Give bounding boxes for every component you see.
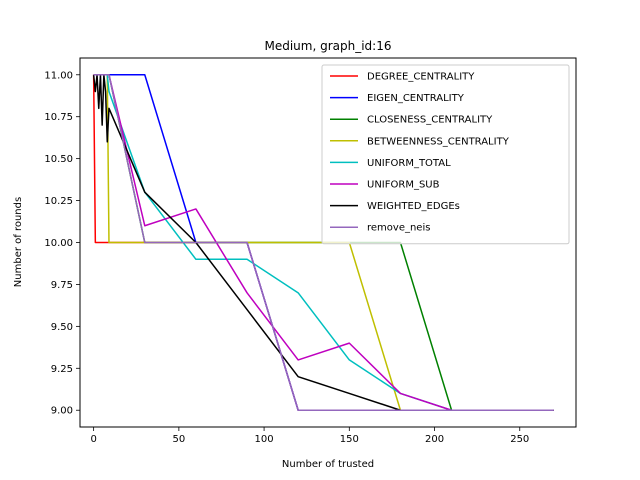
legend-label: BETWEENNESS_CENTRALITY — [367, 136, 510, 147]
y-tick-label: 9.50 — [51, 322, 73, 333]
legend-label: WEIGHTED_EDGEs — [367, 201, 460, 212]
legend-label: UNIFORM_TOTAL — [367, 158, 451, 169]
legend-label: UNIFORM_SUB — [367, 180, 440, 191]
x-tick-label: 100 — [255, 434, 274, 445]
y-tick-label: 10.75 — [44, 112, 73, 123]
x-tick-label: 0 — [90, 434, 96, 445]
x-tick-label: 200 — [425, 434, 444, 445]
series-line-remove-neis — [93, 74, 554, 411]
series-layer — [92, 74, 554, 411]
legend-label: remove_neis — [367, 223, 430, 234]
y-axis-label: Number of rounds — [13, 197, 24, 287]
legend-label: CLOSENESS_CENTRALITY — [367, 115, 493, 126]
y-tick-label: 10.00 — [44, 238, 73, 249]
legend-label: EIGEN_CENTRALITY — [367, 93, 465, 104]
legend-label: DEGREE_CENTRALITY — [367, 72, 475, 83]
y-tick-label: 9.25 — [51, 364, 73, 375]
y-tick-label: 9.00 — [51, 406, 73, 417]
y-tick-label: 9.75 — [51, 280, 73, 291]
x-tick-label: 150 — [340, 434, 359, 445]
x-axis: 0 50 100 150 200 250 — [90, 427, 529, 445]
y-tick-label: 10.50 — [44, 154, 73, 165]
y-axis: 9.00 9.25 9.50 9.75 10.00 10.25 10.50 10.75 11.0… — [44, 70, 80, 417]
y-tick-label: 11.00 — [44, 70, 73, 81]
x-tick-label: 50 — [172, 434, 185, 445]
x-axis-label: Number of trusted — [282, 459, 374, 470]
legend-box — [321, 64, 570, 245]
legend: DEGREE_CENTRALITY EIGEN_CENTRALITY CLOSENE… — [321, 64, 570, 245]
y-tick-label: 10.25 — [44, 196, 73, 207]
chart-title: Medium, graph_id:16 — [264, 39, 391, 53]
x-tick-label: 250 — [510, 434, 529, 445]
